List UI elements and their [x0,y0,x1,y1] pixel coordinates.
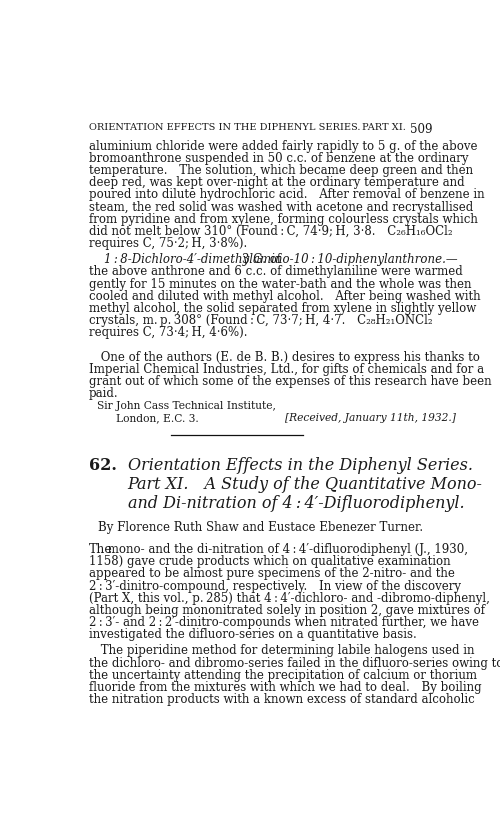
Text: Orientation Effects in the Diphenyl Series.: Orientation Effects in the Diphenyl Seri… [128,457,472,474]
Text: grant out of which some of the expenses of this research have been: grant out of which some of the expenses … [89,375,491,388]
Text: deep red, was kept over-night at the ordinary temperature and: deep red, was kept over-night at the ord… [89,177,465,189]
Text: PART XI.: PART XI. [362,123,406,132]
Text: requires C, 75·2; H, 3·8%).: requires C, 75·2; H, 3·8%). [89,237,247,250]
Text: One of the authors (E. de B. B.) desires to express his thanks to: One of the authors (E. de B. B.) desires… [89,351,479,364]
Text: crystals, m. p. 308° (Found : C, 73·7; H, 4·7. C₂₈H₂₁ONCl₂: crystals, m. p. 308° (Found : C, 73·7; H… [89,314,432,328]
Text: 3 G. of: 3 G. of [242,253,281,266]
Text: 2 : 3′- and 2 : 2′-dinitro-compounds when nitrated further, we have: 2 : 3′- and 2 : 2′-dinitro-compounds whe… [89,616,479,629]
Text: mono- and the di-nitration of 4 : 4′-difluorodiphenyl (J., 1930,: mono- and the di-nitration of 4 : 4′-dif… [104,543,468,556]
Text: requires C, 73·4; H, 4·6%).: requires C, 73·4; H, 4·6%). [89,327,248,339]
Text: gently for 15 minutes on the water-bath and the whole was then: gently for 15 minutes on the water-bath … [89,277,471,290]
Text: Part XI. A Study of the Quantitative Mono-: Part XI. A Study of the Quantitative Mon… [128,476,482,493]
Text: paid.: paid. [89,388,118,400]
Text: steam, the red solid was washed with acetone and recrystallised: steam, the red solid was washed with ace… [89,200,473,214]
Text: 1 : 8-Dichloro-4′-dimethylamino-10 : 10-diphenylanthrone.—: 1 : 8-Dichloro-4′-dimethylamino-10 : 10-… [104,253,457,266]
Text: appeared to be almost pure specimens of the 2-nitro- and the: appeared to be almost pure specimens of … [89,568,455,580]
Text: The: The [89,543,112,556]
Text: the uncertainty attending the precipitation of calcium or thorium: the uncertainty attending the precipitat… [89,669,477,681]
Text: London, E.C. 3.: London, E.C. 3. [116,413,198,423]
Text: Sir John Cass Technical Institute,: Sir John Cass Technical Institute, [96,402,276,412]
Text: although being mononitrated solely in position 2, gave mixtures of: although being mononitrated solely in po… [89,604,485,617]
Text: poured into dilute hydrochloric acid. After removal of benzene in: poured into dilute hydrochloric acid. Af… [89,188,484,201]
Text: the nitration products with a known excess of standard alcoholic: the nitration products with a known exce… [89,693,474,706]
Text: fluoride from the mixtures with which we had to deal. By boiling: fluoride from the mixtures with which we… [89,681,481,694]
Text: methyl alcohol, the solid separated from xylene in slightly yellow: methyl alcohol, the solid separated from… [89,302,476,315]
Text: the dichloro- and dibromo-series failed in the difluoro-series owing to: the dichloro- and dibromo-series failed … [89,657,500,670]
Text: 2 : 3′-dinitro-compound, respectively. In view of the discovery: 2 : 3′-dinitro-compound, respectively. I… [89,579,461,592]
Text: 509: 509 [410,123,432,136]
Text: 1158) gave crude products which on qualitative examination: 1158) gave crude products which on quali… [89,555,451,568]
Text: bromoanthrone suspended in 50 c.c. of benzene at the ordinary: bromoanthrone suspended in 50 c.c. of be… [89,152,469,165]
Text: cooled and diluted with methyl alcohol. After being washed with: cooled and diluted with methyl alcohol. … [89,290,480,303]
Text: the above anthrone and 6 c.c. of dimethylaniline were warmed: the above anthrone and 6 c.c. of dimethy… [89,266,463,278]
Text: did not melt below 310° (Found : C, 74·9; H, 3·8. C₂₆H₁₆OCl₂: did not melt below 310° (Found : C, 74·9… [89,225,453,238]
Text: Imperial Chemical Industries, Ltd., for gifts of chemicals and for a: Imperial Chemical Industries, Ltd., for … [89,363,484,376]
Text: from pyridine and from xylene, forming colourless crystals which: from pyridine and from xylene, forming c… [89,213,477,226]
Text: and Di-nitration of 4 : 4′-Difluorodiphenyl.: and Di-nitration of 4 : 4′-Difluorodiphe… [128,495,464,512]
Text: 62.: 62. [89,457,117,474]
Text: By Florence Ruth Shaw and Eustace Ebenezer Turner.: By Florence Ruth Shaw and Eustace Ebenez… [98,521,424,534]
Text: ORIENTATION EFFECTS IN THE DIPHENYL SERIES.: ORIENTATION EFFECTS IN THE DIPHENYL SERI… [89,123,360,132]
Text: investigated the difluoro-series on a quantitative basis.: investigated the difluoro-series on a qu… [89,629,416,641]
Text: The piperidine method for determining labile halogens used in: The piperidine method for determining la… [89,644,474,658]
Text: (Part X, this vol., p. 285) that 4 : 4′-dichloro- and -dibromo-diphenyl,: (Part X, this vol., p. 285) that 4 : 4′-… [89,592,489,605]
Text: aluminium chloride were added fairly rapidly to 5 g. of the above: aluminium chloride were added fairly rap… [89,139,477,153]
Text: [Received, January 11th, 1932.]: [Received, January 11th, 1932.] [286,413,456,423]
Text: temperature. The solution, which became deep green and then: temperature. The solution, which became … [89,164,473,177]
